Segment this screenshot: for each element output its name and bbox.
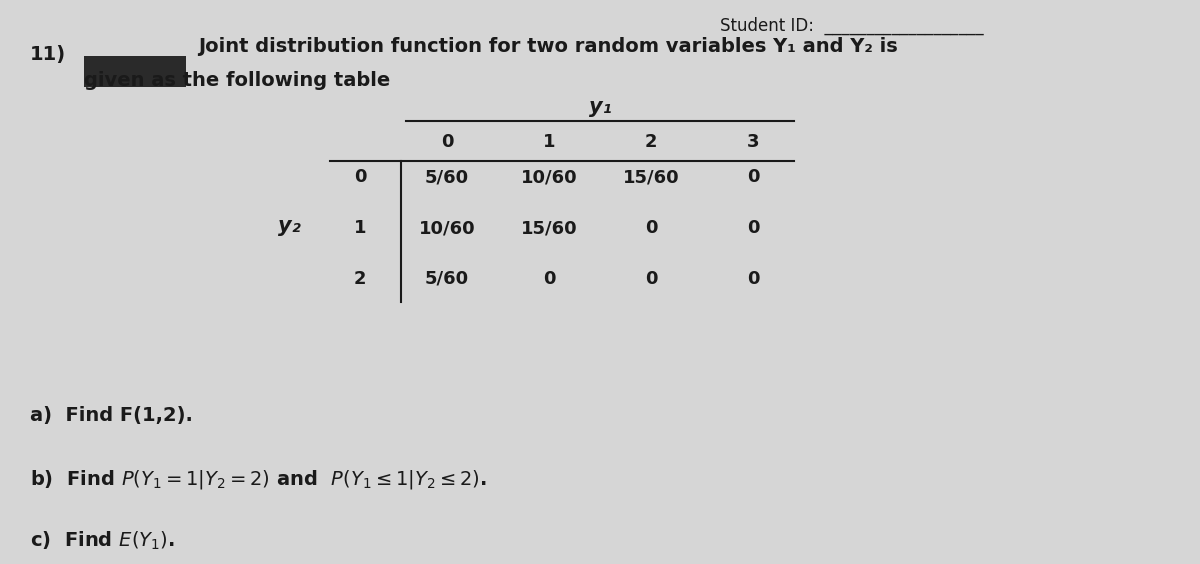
Text: 10/60: 10/60 [521,169,577,186]
Text: 10/60: 10/60 [419,219,475,237]
Text: given as the following table: given as the following table [84,70,390,90]
Text: 0: 0 [644,219,658,237]
Text: 5/60: 5/60 [425,169,469,186]
FancyBboxPatch shape [84,56,186,87]
Text: 5/60: 5/60 [425,270,469,288]
Text: 0: 0 [440,133,454,151]
Text: 15/60: 15/60 [623,169,679,186]
Text: 0: 0 [354,169,366,186]
Text: b)  Find $P(Y_1 = 1|Y_2 = 2)$ and  $P(Y_1 \leq 1|Y_2 \leq 2)$.: b) Find $P(Y_1 = 1|Y_2 = 2)$ and $P(Y_1 … [30,468,487,491]
Text: 15/60: 15/60 [521,219,577,237]
Text: c)  Find $E(Y_1)$.: c) Find $E(Y_1)$. [30,530,175,553]
Text: a)  Find F(1,2).: a) Find F(1,2). [30,406,193,425]
Text: 0: 0 [746,169,760,186]
Text: 11): 11) [30,45,66,64]
Text: 0: 0 [746,219,760,237]
Text: 1: 1 [354,219,366,237]
Text: 1: 1 [542,133,556,151]
Text: 2: 2 [644,133,658,151]
Text: 0: 0 [746,270,760,288]
Text: 0: 0 [542,270,556,288]
Text: Student ID:  ___________________: Student ID: ___________________ [720,17,984,35]
Text: Joint distribution function for two random variables Y₁ and Y₂ is: Joint distribution function for two rand… [198,37,898,56]
Text: y₂: y₂ [277,215,300,236]
Text: y₁: y₁ [589,97,611,117]
Text: 2: 2 [354,270,366,288]
Text: 0: 0 [644,270,658,288]
Text: 3: 3 [746,133,760,151]
